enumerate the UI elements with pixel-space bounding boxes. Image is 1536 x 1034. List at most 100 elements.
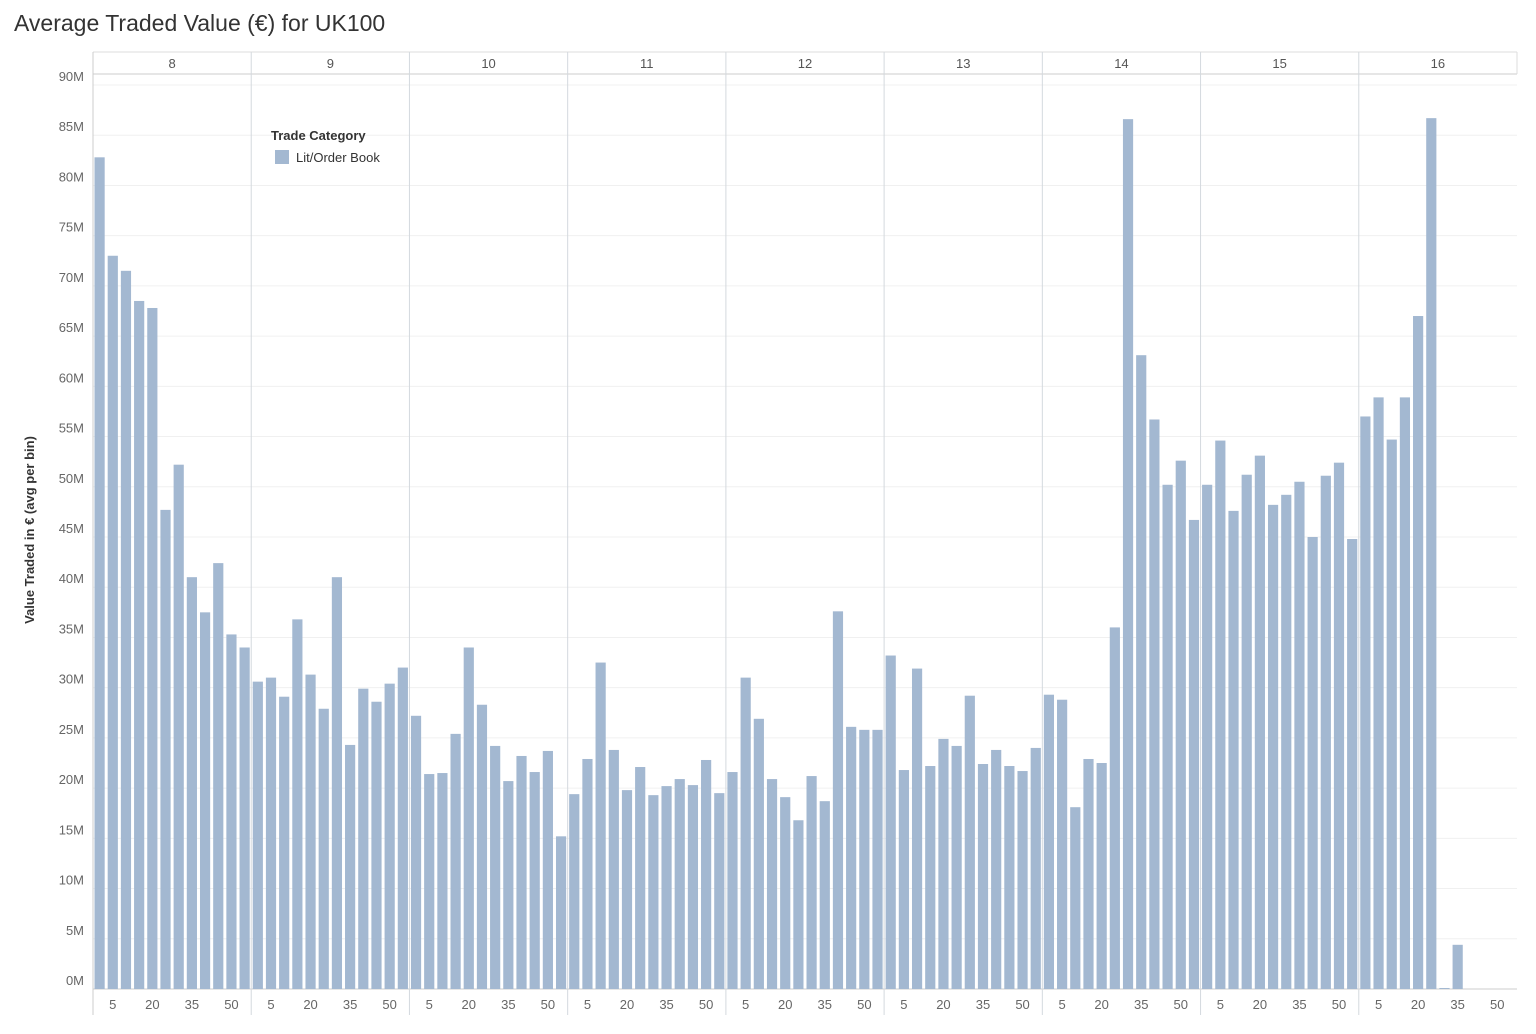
bar (846, 726, 857, 989)
bar (94, 157, 105, 989)
y-axis-label: Value Traded in € (avg per bin) (22, 436, 37, 624)
bar (859, 729, 870, 989)
x-tick-label: 50 (224, 997, 238, 1012)
bar (265, 677, 277, 989)
bar (410, 715, 422, 989)
x-tick-label: 50 (857, 997, 871, 1012)
x-tick-label: 20 (462, 997, 476, 1012)
bar (1373, 397, 1384, 990)
hour-header-label: 15 (1272, 56, 1286, 71)
bar (1162, 484, 1173, 989)
bar (1452, 944, 1463, 989)
bar (1096, 763, 1107, 989)
bar (516, 755, 527, 989)
bar (1241, 474, 1252, 989)
y-tick-label: 65M (59, 320, 84, 335)
bar (1347, 539, 1358, 989)
bar (371, 701, 382, 989)
bar (226, 634, 237, 989)
y-tick-label: 35M (59, 621, 84, 636)
x-tick-label: 5 (900, 997, 907, 1012)
x-tick-label: 20 (620, 997, 634, 1012)
bar (120, 270, 132, 989)
x-tick-label: 35 (976, 997, 990, 1012)
hour-header-label: 13 (956, 56, 970, 71)
y-tick-label: 30M (59, 672, 84, 687)
bar (1215, 440, 1226, 989)
bar (674, 779, 685, 989)
y-tick-label: 5M (66, 923, 84, 938)
bar (898, 770, 909, 989)
bar (938, 738, 949, 989)
bar (1254, 455, 1265, 989)
bar (1360, 416, 1371, 989)
y-tick-label: 75M (59, 220, 84, 235)
bar (872, 729, 883, 989)
bar (661, 786, 672, 989)
bar (1188, 519, 1200, 989)
bar (1426, 118, 1437, 989)
bar (819, 801, 830, 989)
bar (1228, 510, 1239, 989)
bar (582, 758, 593, 989)
y-tick-label: 40M (59, 571, 84, 586)
bar (239, 647, 250, 989)
bar (1109, 627, 1120, 989)
bar (1083, 758, 1094, 989)
bar (1070, 807, 1081, 989)
bar (991, 749, 1002, 989)
x-tick-label: 50 (541, 997, 555, 1012)
bar (529, 772, 540, 989)
bar (727, 772, 738, 989)
chart-title: Average Traded Value (€) for UK100 (14, 10, 386, 36)
hour-header-label: 16 (1431, 56, 1445, 71)
bar (1122, 119, 1134, 989)
x-tick-label: 35 (1134, 997, 1148, 1012)
bar (648, 795, 659, 989)
x-tick-label: 35 (185, 997, 199, 1012)
bar (1386, 439, 1397, 990)
bar (885, 655, 896, 989)
hour-header-label: 11 (640, 56, 654, 71)
bar (806, 776, 817, 989)
y-tick-label: 10M (59, 873, 84, 888)
bar (1202, 484, 1213, 989)
x-tick-label: 5 (584, 997, 591, 1012)
legend-title: Trade Category (271, 128, 366, 143)
bar (199, 612, 211, 989)
bar (1294, 481, 1305, 989)
x-tick-label: 20 (936, 997, 950, 1012)
hour-header-label: 12 (798, 56, 812, 71)
bar (1439, 987, 1450, 989)
y-tick-label: 25M (59, 722, 84, 737)
x-tick-label: 50 (1015, 997, 1029, 1012)
bar (1413, 316, 1424, 989)
x-tick-label: 35 (1292, 997, 1306, 1012)
legend-label: Lit/Order Book (296, 150, 380, 165)
bar (503, 781, 514, 989)
bar (542, 750, 553, 989)
bar (687, 785, 699, 989)
x-tick-label: 50 (1174, 997, 1188, 1012)
x-tick-label: 20 (303, 997, 317, 1012)
bar (595, 662, 606, 989)
bar (107, 255, 118, 989)
x-tick-label: 35 (659, 997, 673, 1012)
x-tick-label: 20 (145, 997, 159, 1012)
x-tick-label: 5 (1217, 997, 1224, 1012)
bar (173, 464, 184, 989)
x-tick-label: 20 (778, 997, 792, 1012)
bar (279, 696, 290, 989)
bar (490, 745, 501, 989)
legend: Trade Category Lit/Order Book (271, 128, 380, 165)
bar (753, 718, 764, 989)
x-tick-label: 5 (1375, 997, 1382, 1012)
bar (766, 779, 778, 989)
bar (1399, 397, 1411, 990)
bar (384, 683, 395, 989)
bar (1149, 419, 1160, 990)
bar (318, 708, 329, 989)
hour-header-label: 14 (1114, 56, 1128, 71)
bar (555, 836, 567, 989)
y-tick-label: 60M (59, 370, 84, 385)
